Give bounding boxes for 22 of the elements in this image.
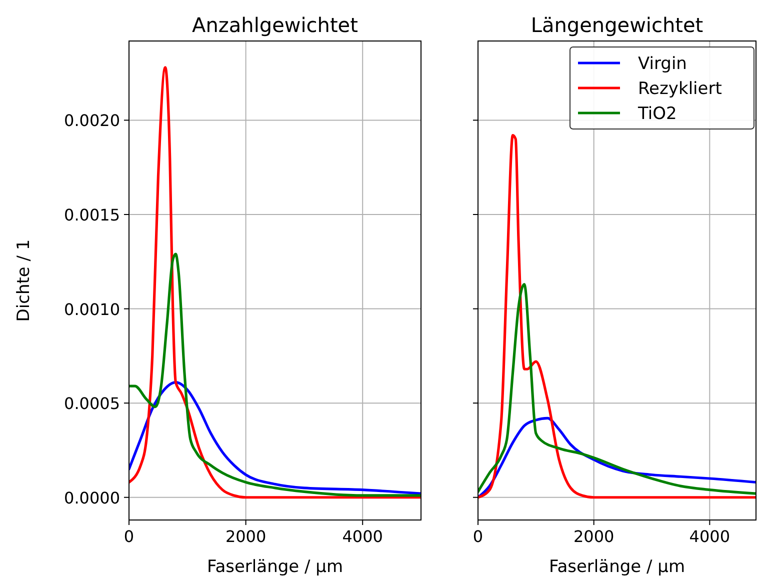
line-series	[129, 252, 421, 497]
x-tick-label: 2000	[225, 527, 266, 546]
y-tick-label: 0.0020	[64, 111, 120, 130]
legend-label: Virgin	[638, 54, 687, 74]
line-series	[129, 381, 421, 495]
x-tick-label: 0	[472, 527, 484, 546]
y-tick-label: 0.0010	[64, 300, 120, 319]
y-tick-label: 0.0000	[64, 488, 120, 508]
legend-label: Rezykliert	[638, 79, 722, 99]
line-series	[129, 66, 421, 499]
y-tick-label: 0.0005	[64, 394, 120, 414]
chart-title: Anzahlgewichtet	[192, 13, 358, 37]
chart-title: Längengewichtet	[530, 13, 704, 37]
x-tick-label: 0	[124, 527, 134, 546]
x-tick-label: 4000	[689, 527, 730, 546]
legend-label: TiO2	[637, 104, 677, 124]
y-axis-title: Dichte / 1	[14, 239, 34, 322]
x-axis-title: Faserlänge / µm	[206, 557, 344, 577]
y-tick-label: 0.0015	[64, 205, 120, 224]
x-axis-title: Faserlänge / µm	[548, 557, 686, 577]
x-tick-label: 2000	[573, 527, 614, 546]
x-tick-label: 4000	[342, 527, 383, 546]
